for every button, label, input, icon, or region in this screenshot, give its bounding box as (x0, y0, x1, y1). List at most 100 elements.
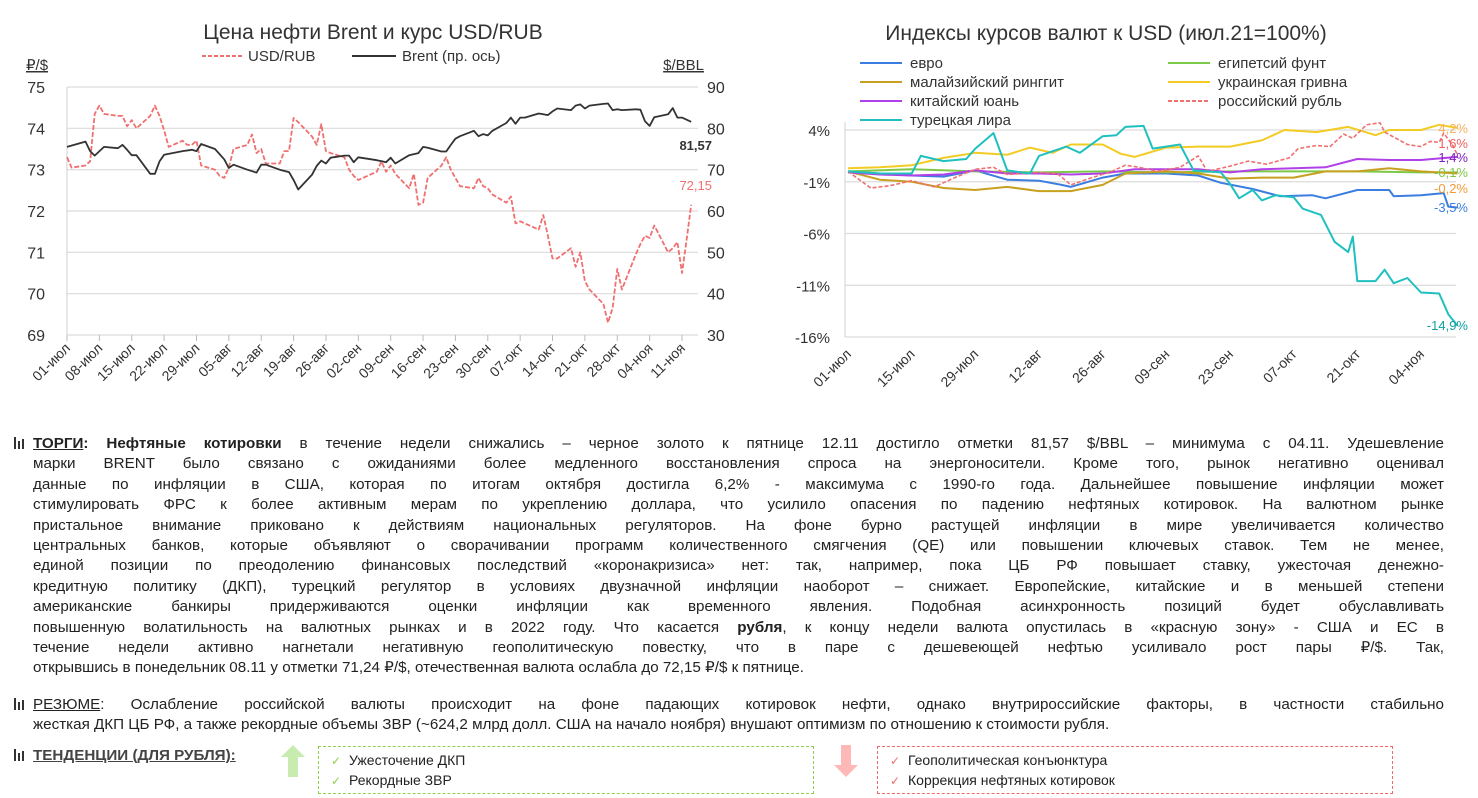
legend-label: китайский юань (910, 93, 1019, 110)
y-tick-right: 80 (707, 121, 725, 138)
text-line: повышенную волатильность на валютных рын… (33, 618, 1444, 638)
y-tick-right: 90 (707, 80, 725, 97)
y-tick-label: -1% (803, 175, 830, 192)
x-tick-label: 01-июл (810, 346, 854, 390)
x-tick-label: 12-авг (1005, 346, 1045, 386)
series-line (847, 169, 1458, 209)
text-segment: , к концу недели валюта опустилась в «кр… (782, 618, 1445, 636)
emphasis-text: Нефтяные котировки (106, 435, 282, 452)
y-tick-label: -6% (803, 227, 830, 244)
text-segment: американские банкиры придерживаются оцен… (33, 598, 1444, 616)
brent-usdrub-chart: Цена нефти Brent и курс USD/RUB USD/RUB Br… (26, 21, 725, 384)
text-line: кредитную политику (ДКП), турецкий регул… (33, 577, 1444, 597)
series-line (847, 155, 1458, 177)
chart-title: Индексы курсов валют к USD (июл.21=100%) (885, 22, 1326, 45)
x-tick-label: 05-авг (195, 340, 235, 380)
emphasis-text: РЕЗЮМЕ (33, 696, 101, 713)
brent-line (66, 102, 692, 191)
legend-label: USD/RUB (248, 48, 316, 65)
x-tick-label: 30-сен (452, 340, 494, 382)
text-line: марки BRENT было связано с ожиданиями бо… (33, 454, 1444, 474)
text-segment: пристальное внимание приковано к действи… (33, 516, 1444, 534)
x-tick-label: 04-ноя (614, 340, 656, 382)
x-tick-label: 19-авг (260, 340, 300, 380)
y-axis-left-label: ₽/$ (26, 57, 49, 74)
x-tick-label: 09-сен (1131, 346, 1173, 388)
text-line: центральных банков, которые объявляют о … (33, 536, 1444, 556)
x-tick-label: 07-окт (1260, 345, 1301, 386)
x-tick-label: 16-сен (388, 340, 430, 382)
text-line: течение недели активно нагнетали негатив… (33, 638, 1444, 658)
negative-factor: ✓ Коррекция нефтяных котировок (890, 772, 1115, 788)
y-tick-left: 75 (27, 80, 45, 97)
y-tick-left: 69 (27, 328, 45, 345)
text-segment: стимулировать ФРС к более активным мерам… (33, 496, 1444, 514)
y-tick-label: -11% (796, 278, 830, 295)
end-value-label: -14,9% (1427, 318, 1469, 333)
x-tick-label: 12-авг (227, 340, 267, 380)
emphasis-text: ТОРГИ (33, 435, 84, 452)
y-tick-left: 73 (27, 163, 45, 180)
y-tick-label: -16% (795, 330, 830, 347)
chart-title: Цена нефти Brent и курс USD/RUB (203, 21, 542, 44)
text-segment: : Ослабление российской валюты происходи… (100, 696, 1444, 713)
x-tick-label: 21-окт (551, 339, 592, 380)
end-value-label: -3,5% (1434, 200, 1468, 215)
positive-factors-box: ✓ Ужесточение ДКП ✓ Рекордные ЗВР (318, 746, 814, 794)
emphasis-text: : (83, 435, 107, 452)
text-line: единой позиции по преодолению финансовых… (33, 556, 1444, 576)
legend-label: украинская гривна (1218, 74, 1348, 91)
positive-factor: ✓ Рекордные ЗВР (331, 772, 452, 788)
chart-bar-icon (14, 749, 26, 761)
end-value-label: -0,1% (1434, 165, 1468, 180)
legend-label: евро (910, 55, 943, 72)
y-tick-right: 60 (707, 204, 725, 221)
series-line (847, 124, 1459, 327)
y-tick-right: 70 (707, 163, 725, 180)
text-line: пристальное внимание приковано к действи… (33, 516, 1444, 536)
positive-factor: ✓ Ужесточение ДКП (331, 752, 466, 768)
legend-label: Brent (пр. ось) (402, 48, 500, 65)
y-tick-label: 4% (808, 123, 830, 140)
y-tick-right: 40 (707, 287, 725, 304)
legend-label: египетсий фунт (1218, 55, 1326, 72)
text-segment: кредитную политику (ДКП), турецкий регул… (33, 577, 1444, 595)
text-segment: в течение недели снижались – черное золо… (281, 435, 1445, 452)
arrow-down-icon (834, 745, 858, 777)
negative-factor: ✓ Геополитическая конъюнктура (890, 752, 1108, 768)
x-tick-label: 26-авг (1069, 346, 1109, 386)
legend-label: турецкая лира (910, 112, 1012, 129)
end-value-label: -0,2% (1434, 181, 1468, 196)
x-tick-label: 23-сен (420, 340, 462, 382)
x-tick-label: 21-окт (1323, 345, 1364, 386)
x-tick-label: 29-июл (937, 346, 981, 390)
x-tick-label: 15-июл (874, 346, 918, 390)
legend-label: российский рубль (1218, 93, 1342, 110)
text-segment: повышенную волатильность на валютных рын… (33, 618, 738, 636)
text-line: ТОРГИ: Нефтяные котировки в течение неде… (33, 434, 1444, 454)
x-tick-label: 02-сен (323, 340, 365, 382)
usdrub-line (66, 104, 693, 324)
x-tick-label: 07-окт (486, 339, 527, 380)
text-line: открывшись в понедельник 08.11 у отметки… (33, 658, 1444, 678)
negative-factors-box: ✓ Геополитическая конъюнктура ✓ Коррекция … (877, 746, 1393, 794)
brent-end-label: 81,57 (679, 138, 712, 153)
text-line: американские банкиры придерживаются оцен… (33, 597, 1444, 617)
arrow-up-icon (281, 745, 305, 777)
usdrub-end-label: 72,15 (679, 178, 712, 193)
text-line: жесткая ДКП ЦБ РФ, а также рекордные объ… (33, 715, 1444, 735)
y-axis-right-label: $/BBL (663, 57, 704, 74)
x-tick-label: 23-сен (1195, 346, 1237, 388)
y-tick-right: 50 (707, 245, 725, 262)
text-segment: единой позиции по преодолению финансовых… (33, 557, 1444, 575)
end-value-label: 4,2% (1438, 121, 1468, 136)
end-value-label: 1,4% (1438, 150, 1468, 165)
text-segment: жесткая ДКП ЦБ РФ, а также рекордные объ… (33, 716, 1110, 734)
y-tick-left: 70 (27, 287, 45, 304)
text-segment: марки BRENT было связано с ожиданиями бо… (33, 455, 1444, 473)
x-tick-label: 09-сен (355, 340, 397, 382)
emphasis-text: рубля (737, 618, 783, 636)
y-tick-right: 30 (707, 328, 725, 345)
legend-label: малайзийский ринггит (910, 74, 1064, 91)
x-tick-label: 14-окт (519, 339, 560, 380)
